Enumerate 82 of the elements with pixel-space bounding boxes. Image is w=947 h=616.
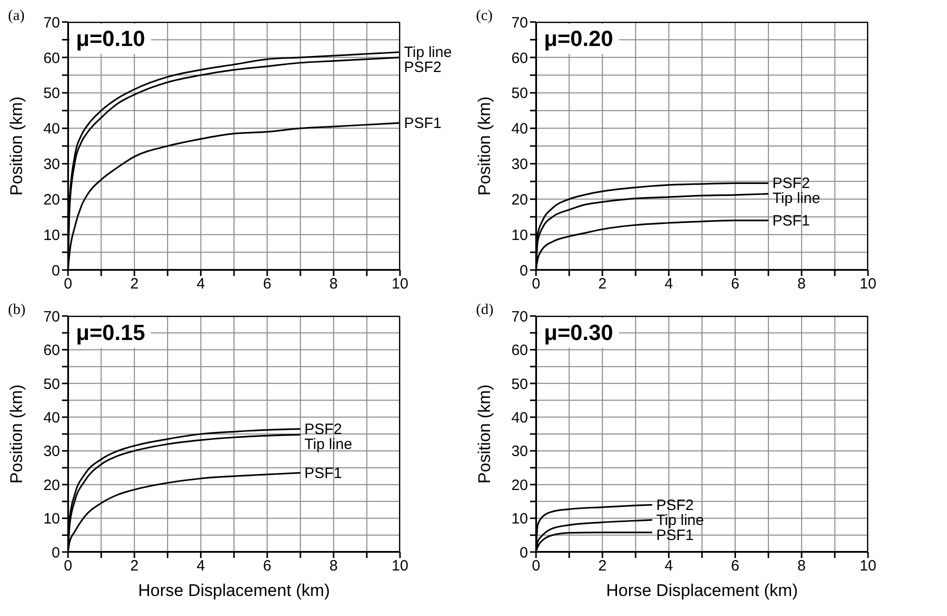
y-tick-label: 40: [511, 120, 528, 138]
y-axis-title: Position (km): [475, 384, 494, 484]
x-axis-title: Horse Displacement (km): [138, 581, 330, 600]
x-tick-label: 10: [860, 276, 876, 293]
x-axis-title: Horse Displacement (km): [606, 581, 798, 600]
y-tick-label: 50: [511, 85, 528, 102]
y-tick-label: 10: [43, 510, 60, 528]
series-label: PSF2: [304, 420, 342, 438]
y-tick-label: 60: [511, 342, 528, 360]
y-tick-label: 0: [520, 262, 528, 280]
x-tick-label: 4: [664, 276, 673, 293]
y-tick-label: 20: [43, 191, 60, 208]
series-label: PSF1: [772, 212, 810, 230]
chart-subtitle: μ=0.10: [70, 24, 152, 54]
series-label: PSF2: [404, 59, 442, 76]
y-tick-label: 10: [511, 510, 528, 528]
x-tick-label: 4: [196, 276, 205, 293]
x-tick-label: 10: [860, 558, 876, 575]
x-tick-label: 6: [263, 558, 272, 575]
chart-subtitle: μ=0.30: [538, 318, 620, 348]
x-tick-label: 2: [130, 558, 139, 575]
series-label: PSF1: [656, 526, 694, 544]
chart-title: (c): [476, 8, 493, 25]
x-tick-label: 4: [664, 558, 673, 575]
x-tick-label: 0: [532, 558, 540, 575]
y-tick-label: 30: [43, 443, 60, 460]
series-label: Tip line: [656, 512, 704, 529]
y-tick-label: 60: [511, 50, 528, 67]
chart-title: (a): [8, 8, 25, 25]
chart-title: (d): [476, 302, 494, 319]
series-label: PSF1: [304, 464, 342, 482]
y-tick-label: 20: [511, 476, 528, 494]
y-tick-label: 40: [43, 120, 60, 138]
y-tick-label: 60: [43, 342, 60, 360]
x-tick-label: 8: [329, 276, 338, 293]
y-tick-label: 70: [511, 14, 528, 32]
x-tick-label: 2: [598, 558, 607, 575]
y-tick-label: 30: [511, 156, 528, 174]
y-tick-label: 10: [43, 226, 60, 244]
x-tick-label: 6: [731, 558, 740, 575]
y-tick-label: 0: [52, 262, 60, 280]
y-tick-label: 30: [43, 156, 60, 174]
x-tick-label: 6: [731, 276, 740, 293]
series-label: Tip line: [304, 436, 352, 453]
y-tick-label: 70: [511, 308, 528, 326]
x-tick-label: 4: [196, 558, 205, 575]
x-tick-label: 8: [329, 558, 338, 575]
chart-subtitle: μ=0.15: [70, 318, 152, 348]
y-tick-label: 20: [43, 476, 60, 494]
y-tick-label: 40: [511, 409, 528, 426]
y-tick-label: 10: [511, 226, 528, 244]
y-tick-label: 50: [511, 376, 528, 393]
series-label: Tip line: [772, 190, 820, 208]
y-tick-label: 60: [43, 50, 60, 67]
series-label: Tip line: [404, 44, 452, 62]
x-tick-label: 0: [532, 276, 540, 293]
x-tick-label: 10: [392, 558, 408, 575]
y-tick-label: 70: [43, 308, 60, 326]
y-tick-label: 20: [511, 191, 528, 208]
x-tick-label: 10: [392, 276, 408, 293]
x-tick-label: 8: [797, 558, 806, 575]
y-tick-label: 50: [43, 376, 60, 393]
x-tick-label: 2: [598, 276, 607, 293]
chart-subtitle: μ=0.20: [538, 24, 620, 54]
y-tick-label: 0: [520, 544, 528, 562]
y-tick-label: 40: [43, 409, 60, 426]
x-tick-label: 6: [263, 276, 272, 293]
y-axis-title: Position (km): [7, 96, 26, 196]
y-tick-label: 50: [43, 85, 60, 102]
x-tick-label: 2: [130, 276, 139, 293]
x-tick-label: 8: [797, 276, 806, 293]
x-tick-label: 0: [64, 276, 72, 293]
y-tick-label: 30: [511, 443, 528, 460]
series-label: PSF2: [656, 496, 694, 514]
chart-title: (b): [8, 302, 26, 319]
y-axis-title: Position (km): [7, 384, 26, 484]
y-tick-label: 70: [43, 14, 60, 32]
x-tick-label: 0: [64, 558, 72, 575]
y-tick-label: 0: [52, 544, 60, 562]
series-label: PSF2: [772, 175, 810, 192]
y-axis-title: Position (km): [475, 96, 494, 196]
series-label: PSF1: [404, 114, 442, 132]
